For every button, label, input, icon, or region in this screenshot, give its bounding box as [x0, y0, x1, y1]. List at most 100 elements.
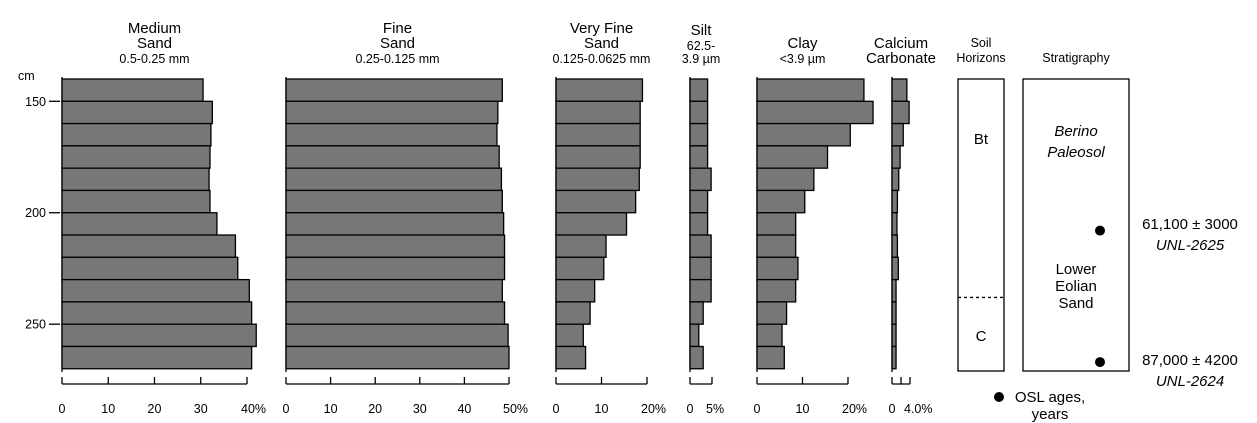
legend-label: years [1032, 406, 1069, 423]
bar [61, 78, 204, 102]
bar [555, 212, 628, 236]
bar [756, 345, 785, 370]
osl-age: 87,000 ± 4200 [1142, 352, 1238, 369]
soil-horizons-title: Soil [971, 36, 992, 50]
x-tick-label: 10 [595, 402, 609, 416]
x-tick-label: 0 [59, 402, 66, 416]
x-tick-label: 0 [687, 402, 694, 416]
x-tick-label: 30 [413, 402, 427, 416]
osl-ages: 61,100 ± 3000 UNL-2625 87,000 ± 4200 UNL-26… [1095, 216, 1238, 390]
bar [61, 145, 211, 169]
x-tick-label: 20 [368, 402, 382, 416]
bar [555, 256, 605, 281]
bar [756, 122, 851, 147]
bar [756, 145, 829, 169]
bar [61, 212, 218, 236]
bar [891, 256, 899, 281]
bar [756, 234, 797, 258]
bar [891, 189, 899, 214]
bar [756, 323, 783, 348]
x-tick-label: 0 [889, 402, 896, 416]
bar [891, 323, 897, 348]
bar [689, 301, 704, 325]
bar [555, 234, 607, 258]
bar [689, 345, 704, 370]
bar [891, 167, 900, 192]
x-tick-label: 10 [796, 402, 810, 416]
bar [285, 345, 510, 370]
bar [756, 212, 797, 236]
bar [891, 145, 901, 169]
x-tick-label: 0 [283, 402, 290, 416]
bar [756, 167, 815, 192]
bar [689, 122, 709, 147]
x-tick-label: 0 [553, 402, 560, 416]
bar [285, 323, 509, 348]
stratigraphy-column: Stratigraphy Berino Paleosol LowerEolianSan… [1022, 51, 1130, 372]
bar [555, 122, 641, 147]
bar [555, 189, 637, 214]
panel-title: Sand [137, 35, 172, 52]
bar [61, 256, 239, 281]
bar [285, 278, 503, 303]
osl-age: 61,100 ± 3000 [1142, 216, 1238, 233]
x-tick-label: 30 [194, 402, 208, 416]
osl-marker [1095, 225, 1105, 236]
bar [285, 301, 506, 325]
horizon-label: Bt [974, 131, 989, 148]
osl-lab-id: UNL-2624 [1156, 373, 1224, 390]
panel-title: Fine [383, 20, 412, 37]
panel-title: Sand [584, 35, 619, 52]
panel-subtitle: 0.125-0.0625 mm [553, 52, 651, 66]
bar [689, 323, 700, 348]
bar [756, 100, 874, 125]
bar [555, 167, 640, 192]
bar [285, 234, 506, 258]
depth-tick-label: 150 [25, 95, 46, 109]
x-tick-label: 0 [754, 402, 761, 416]
bar [61, 301, 253, 325]
bar [61, 167, 210, 192]
x-tick-label: 20% [842, 402, 867, 416]
bar [891, 78, 908, 102]
x-tick-label: 4.0% [904, 402, 933, 416]
bar [689, 234, 712, 258]
bar [891, 212, 898, 236]
panel-subtitle: <3.9 µm [780, 52, 826, 66]
bar [756, 301, 788, 325]
bar [756, 78, 865, 102]
stratigraphic-unit: Paleosol [1047, 144, 1105, 161]
bar [555, 323, 584, 348]
depth-axis-unit: cm [18, 69, 35, 83]
stratigraphic-unit: Berino [1054, 123, 1097, 140]
bar [285, 78, 503, 102]
stratigraphy-box [1022, 78, 1130, 372]
x-tick-label: 20% [641, 402, 666, 416]
soil-horizons-title: Horizons [956, 51, 1005, 65]
legend-marker [994, 392, 1004, 402]
bar [891, 234, 899, 258]
depth-tick-label: 200 [25, 206, 46, 220]
bar [61, 100, 213, 125]
x-tick-label: 40 [457, 402, 471, 416]
panel-subtitle: 0.5-0.25 mm [119, 52, 189, 66]
osl-legend: OSL ages,years [994, 389, 1085, 423]
panel-title: Medium [128, 20, 181, 37]
bar [555, 278, 596, 303]
panel-title: Sand [380, 35, 415, 52]
x-tick-label: 10 [324, 402, 338, 416]
bar [689, 189, 709, 214]
x-tick-label: 50% [503, 402, 528, 416]
bar [689, 256, 712, 281]
stratigraphic-unit: Lower [1056, 261, 1097, 278]
bar [689, 78, 709, 102]
panel-subtitle: 3.9 µm [682, 52, 720, 66]
bar [285, 122, 498, 147]
